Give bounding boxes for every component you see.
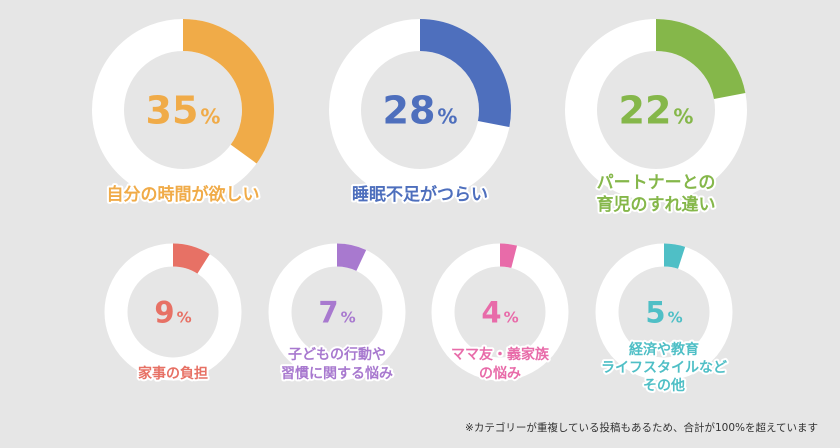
percent-number: 35 — [146, 89, 199, 133]
donut-value-arc — [336, 243, 367, 272]
category-label: パートナーとの — [597, 173, 716, 193]
donut-value-arc — [419, 19, 511, 128]
donut-value-arc — [663, 243, 686, 269]
category-label: の悩み — [479, 365, 521, 382]
percent-sign: % — [437, 105, 457, 129]
percent-sign: % — [504, 308, 519, 326]
percent-sign: % — [668, 308, 683, 326]
category-label: 経済や教育 — [629, 341, 699, 358]
category-label: その他 — [643, 377, 685, 394]
donut-value-arc — [499, 243, 518, 269]
footnote: ※カテゴリーが重複している投稿もあるため、合計が100%を超えています — [465, 422, 818, 434]
percent-number: 28 — [383, 89, 436, 133]
donut-value-arc — [182, 19, 274, 164]
category-label: 家事の負担 — [138, 365, 208, 382]
percent-value: 28% — [383, 89, 458, 133]
percent-sign: % — [177, 308, 192, 326]
percent-number: 5 — [645, 295, 665, 329]
percent-value: 35% — [146, 89, 221, 133]
category-label: 習慣に関する悩み — [281, 365, 393, 382]
donut-4: 9 % 家事の負担 — [104, 243, 242, 384]
category-label: 睡眠不足がつらい — [352, 184, 488, 205]
category-label: ライフスタイルなど — [601, 360, 727, 376]
category-label: 子どもの行動や — [288, 346, 386, 363]
percent-sign: % — [341, 308, 356, 326]
percent-number: 22 — [619, 89, 672, 133]
percent-number: 7 — [318, 295, 338, 329]
category-label: 自分の時間が欲しい — [107, 184, 260, 205]
donut-1: 35 % 自分の時間が欲しい — [92, 19, 274, 207]
percent-value: 7% — [318, 295, 355, 329]
category-label: ママ友・義家族 — [451, 346, 550, 363]
percent-value: 4% — [481, 295, 518, 329]
donut-value-arc — [172, 243, 210, 274]
percent-sign: % — [673, 105, 693, 129]
percent-value: 5% — [645, 295, 682, 329]
donut-value-arc — [655, 19, 746, 100]
percent-number: 4 — [481, 295, 501, 329]
percent-value: 9% — [154, 295, 191, 329]
percent-value: 22% — [619, 89, 694, 133]
percent-number: 9 — [154, 295, 174, 329]
category-label: 育児のすれ違い — [597, 194, 716, 215]
percent-sign: % — [200, 105, 220, 129]
donut-2: 28 % 睡眠不足がつらい — [329, 19, 511, 207]
